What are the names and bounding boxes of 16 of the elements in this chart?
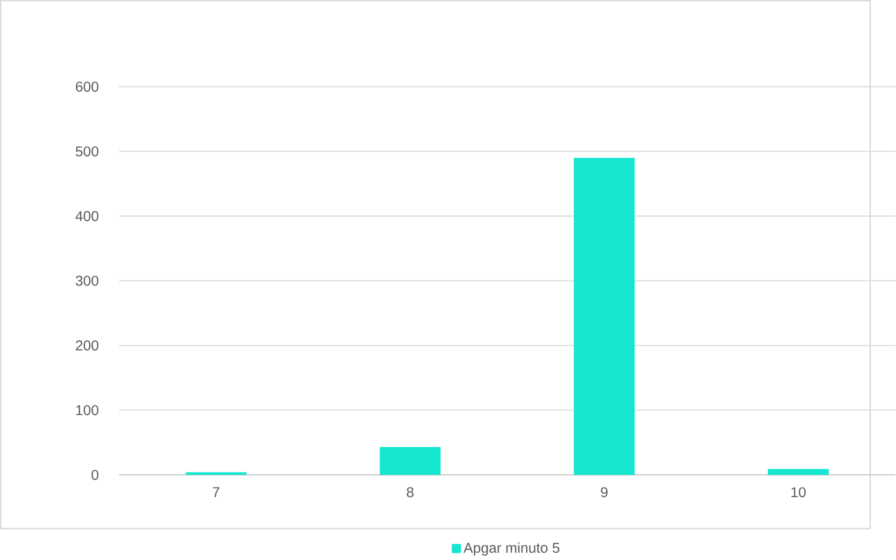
y-tick-label: 100 xyxy=(76,405,98,416)
y-tick-label: 200 xyxy=(76,340,98,351)
y-tick-label: 300 xyxy=(76,276,98,286)
bar xyxy=(186,472,246,475)
x-tick-label: 7 xyxy=(212,487,220,498)
bar xyxy=(574,158,635,475)
y-tick-label: 400 xyxy=(76,211,98,222)
x-tick-label: 8 xyxy=(406,487,414,498)
y-tick-label: 600 xyxy=(76,82,98,92)
y-tick-label: 0 xyxy=(92,470,98,480)
bar xyxy=(380,447,441,475)
x-tick-label: 9 xyxy=(600,487,608,498)
y-tick-label: 500 xyxy=(76,146,98,157)
bar xyxy=(768,469,829,475)
legend-label: Apgar minuto 5 xyxy=(463,542,560,556)
x-tick-label: 10 xyxy=(791,487,806,498)
